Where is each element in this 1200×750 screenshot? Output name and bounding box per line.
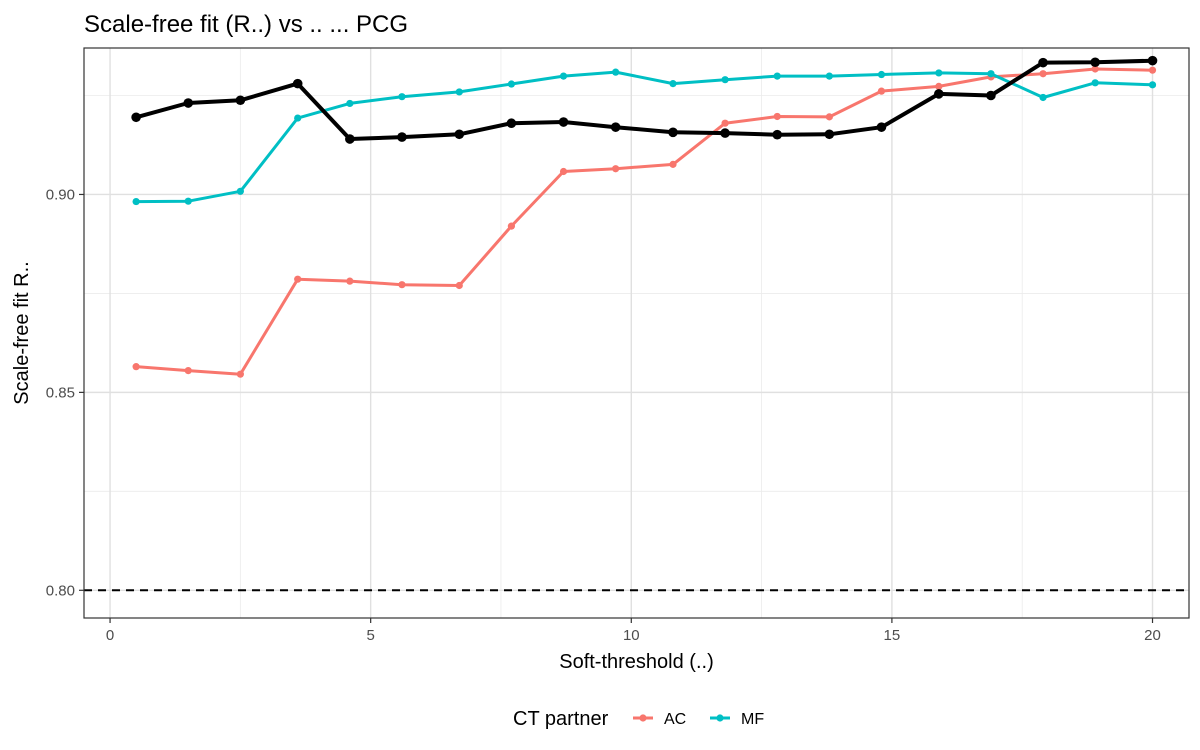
data-point-black xyxy=(986,90,996,101)
data-point-black xyxy=(934,89,944,99)
data-point-black xyxy=(876,122,887,132)
data-point-mf xyxy=(294,114,302,122)
data-point-mf xyxy=(346,99,354,108)
x-tick-label: 5 xyxy=(367,627,375,644)
x-tick-label: 0 xyxy=(106,627,114,644)
series-mf xyxy=(132,68,1157,206)
data-point-mf xyxy=(612,68,620,76)
x-tick-label: 20 xyxy=(1144,627,1161,644)
data-point-mf xyxy=(455,88,463,96)
legend-label-ac: AC xyxy=(664,711,686,728)
data-point-ac xyxy=(132,363,140,371)
x-tick-label: 15 xyxy=(884,627,901,644)
data-point-ac xyxy=(559,167,568,176)
legend: CT partner AC MF xyxy=(513,708,764,730)
data-point-ac xyxy=(294,275,302,283)
legend-key-point xyxy=(716,714,724,722)
data-point-mf xyxy=(773,72,781,80)
data-point-mf xyxy=(398,93,406,101)
data-point-black xyxy=(292,78,303,89)
data-point-mf xyxy=(669,80,677,88)
data-point-ac xyxy=(1148,66,1157,74)
data-point-mf xyxy=(877,70,886,79)
data-point-ac xyxy=(236,370,244,378)
data-point-black xyxy=(772,129,783,140)
data-point-mf xyxy=(935,69,943,77)
data-point-ac xyxy=(669,160,677,168)
plot-panel-border xyxy=(83,47,1190,619)
data-point-black xyxy=(506,118,517,129)
data-point-black xyxy=(610,122,621,132)
data-point-ac xyxy=(773,112,781,121)
data-point-black xyxy=(131,112,141,123)
y-tick-label: 0.80 xyxy=(46,582,75,599)
data-point-mf xyxy=(1039,93,1047,102)
axes: 0 5 10 15 20 0.80 0.85 0.90 xyxy=(46,186,1161,644)
data-point-ac xyxy=(721,119,729,127)
series-black xyxy=(131,55,1158,144)
data-point-ac xyxy=(612,165,620,173)
legend-item-mf: MF xyxy=(710,711,764,728)
data-point-ac xyxy=(1039,70,1047,78)
data-point-mf xyxy=(184,197,192,205)
data-point-black xyxy=(454,129,465,140)
data-point-mf xyxy=(559,72,568,80)
legend-key-point xyxy=(639,714,647,722)
data-point-black xyxy=(1038,57,1048,68)
y-axis-title: Scale-free fit R.. xyxy=(11,261,33,404)
data-point-mf xyxy=(236,187,244,195)
data-point-black xyxy=(345,134,355,144)
data-point-black xyxy=(1090,57,1100,68)
series-ac xyxy=(132,65,1157,378)
data-point-ac xyxy=(935,82,943,90)
data-point-mf xyxy=(825,72,833,80)
data-point-black xyxy=(668,127,678,138)
data-point-ac xyxy=(398,281,406,289)
data-point-mf xyxy=(721,76,729,84)
data-point-ac xyxy=(455,281,463,290)
data-point-mf xyxy=(1091,79,1099,87)
legend-title: CT partner xyxy=(513,708,609,730)
legend-item-ac: AC xyxy=(633,711,686,728)
chart-title: Scale-free fit (R..) vs .. ... PCG xyxy=(84,11,408,38)
x-axis-title: Soft-threshold (..) xyxy=(559,651,714,673)
data-point-ac xyxy=(877,87,886,95)
legend-label-mf: MF xyxy=(741,711,764,728)
data-point-ac xyxy=(825,113,833,121)
series-line-ac xyxy=(134,67,1154,376)
data-point-mf xyxy=(132,197,140,206)
data-point-ac xyxy=(184,367,192,375)
data-point-black xyxy=(235,95,246,106)
data-point-ac xyxy=(507,222,516,230)
grid xyxy=(84,48,1189,618)
series-line-mf xyxy=(134,70,1154,204)
data-point-mf xyxy=(1148,81,1157,89)
data-point-mf xyxy=(987,70,995,78)
data-point-black xyxy=(397,132,407,142)
data-point-black xyxy=(1147,55,1158,66)
series-line-black xyxy=(134,58,1155,141)
y-tick-label: 0.90 xyxy=(46,186,75,203)
series-group xyxy=(131,55,1158,378)
data-point-black xyxy=(183,98,194,108)
x-tick-label: 10 xyxy=(623,627,640,644)
data-point-mf xyxy=(507,80,516,88)
data-point-black xyxy=(558,117,569,127)
data-point-ac xyxy=(346,277,354,285)
data-point-black xyxy=(824,129,835,140)
y-tick-label: 0.85 xyxy=(46,384,75,401)
data-point-ac xyxy=(1091,65,1099,73)
data-point-black xyxy=(720,128,730,138)
